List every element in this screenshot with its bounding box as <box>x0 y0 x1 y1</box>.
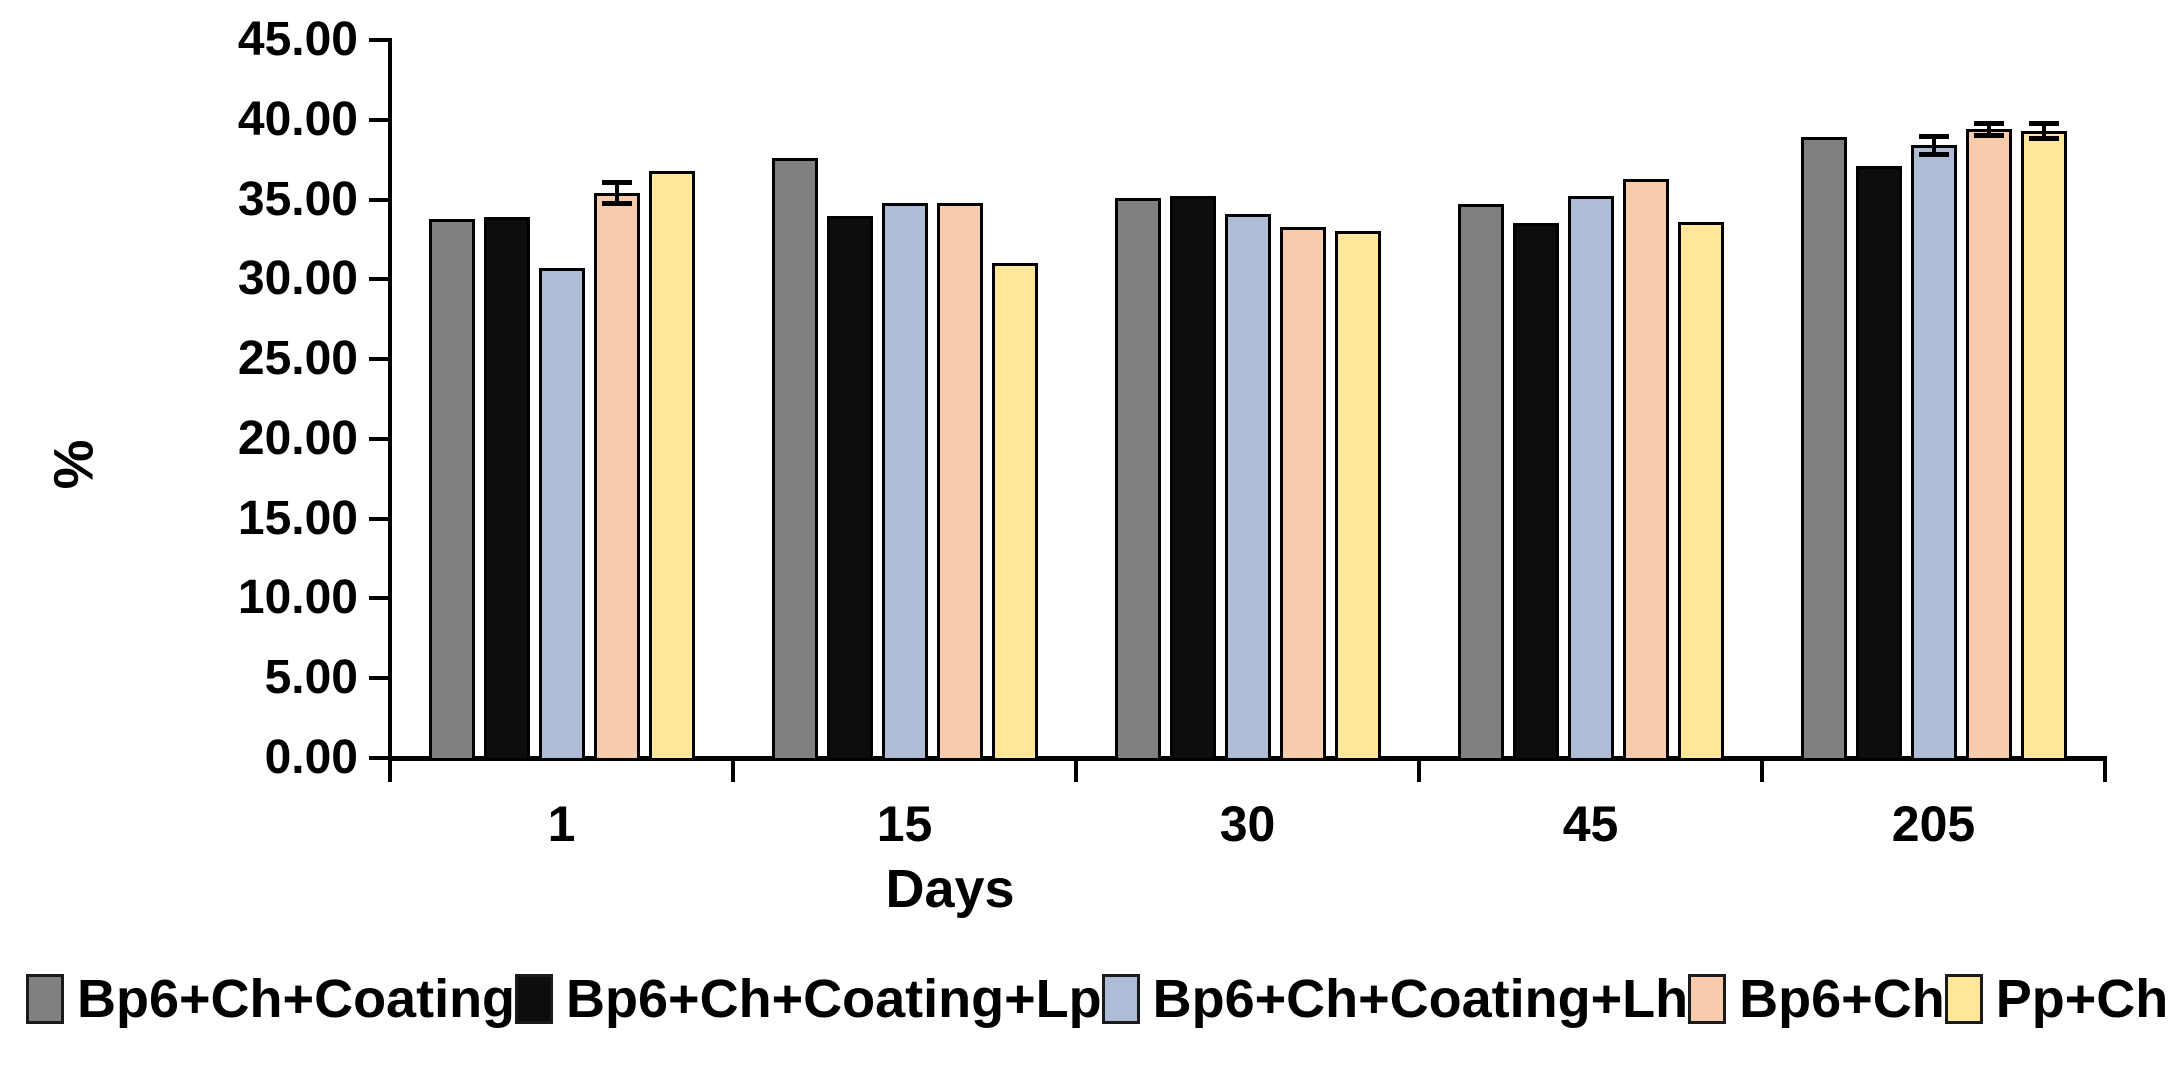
legend-item-bp6-ch: Bp6+Ch <box>1688 972 1945 1026</box>
y-tick-label: 30.00 <box>237 252 358 306</box>
x-tick-mark <box>1760 758 1764 782</box>
y-tick-label: 45.00 <box>237 13 358 66</box>
legend-label: Bp6+Ch <box>1739 969 1945 1029</box>
legend-swatch <box>1101 974 1140 1024</box>
error-bar <box>614 182 619 205</box>
y-tick-label: 5.00 <box>264 651 358 705</box>
x-axis-line <box>388 756 2107 761</box>
x-tick-mark <box>1417 758 1421 782</box>
x-category-label: 45 <box>1562 796 1619 852</box>
x-category-label: 30 <box>1219 796 1276 852</box>
error-bar-cap <box>2028 135 2059 141</box>
error-bar-cap <box>1973 120 2004 126</box>
legend-item-bp6-ch-coating-lp: Bp6+Ch+Coating+Lp <box>515 972 1102 1026</box>
legend-swatch <box>515 974 554 1024</box>
bar-bp6-ch-coating-lp-day-45 <box>1512 223 1559 758</box>
error-bar <box>1986 122 1991 136</box>
legend: Bp6+Ch+Coating Bp6+Ch+Coating+Lp Bp6+Ch+Co… <box>0 972 2168 1026</box>
legend-label: Pp+Ch <box>1995 969 2168 1029</box>
bar-bp6-ch-coating-day-45 <box>1457 204 1504 758</box>
y-tick-mark <box>369 756 389 760</box>
error-bar-cap <box>1918 151 1949 157</box>
x-category-label: 1 <box>547 796 576 852</box>
legend-item-bp6-ch-coating: Bp6+Ch+Coating <box>26 972 515 1026</box>
legend-swatch <box>1944 974 1983 1024</box>
bar-bp6-ch-coating-lh-day-205 <box>1910 145 1957 758</box>
bar-pp-ch-day-205 <box>2020 130 2067 758</box>
error-bar-cap <box>1918 133 1949 139</box>
x-tick-mark <box>1074 758 1078 782</box>
error-bar-cap <box>1973 132 2004 138</box>
error-bar <box>2041 122 2046 139</box>
bar-bp6-ch-day-45 <box>1622 178 1669 758</box>
legend-item-bp6-ch-coating-lh: Bp6+Ch+Coating+Lh <box>1101 969 1689 1029</box>
x-category-label: 15 <box>876 796 933 852</box>
y-tick-label: 20.00 <box>237 411 358 465</box>
bar-bp6-ch-coating-lh-day-15 <box>881 202 928 758</box>
y-tick-label: 25.00 <box>237 332 358 386</box>
error-bar-cap <box>601 201 632 207</box>
legend-swatch <box>1688 974 1727 1024</box>
bar-pp-ch-day-15 <box>991 263 1038 758</box>
y-tick-label: 15.00 <box>237 491 358 545</box>
y-tick-mark <box>369 197 389 202</box>
bar-bp6-ch-day-1 <box>593 193 640 758</box>
error-bar-cap <box>2028 120 2059 126</box>
bar-bp6-ch-day-205 <box>1965 129 2012 758</box>
bar-bp6-ch-coating-lp-day-15 <box>826 215 873 758</box>
bar-bp6-ch-coating-day-1 <box>428 218 475 758</box>
bar-bp6-ch-day-15 <box>936 202 983 758</box>
bar-pp-ch-day-45 <box>1677 221 1724 758</box>
y-tick-mark <box>369 596 389 601</box>
y-tick-label: 10.00 <box>237 571 358 625</box>
legend-swatch <box>26 974 64 1024</box>
bar-bp6-ch-coating-lp-day-1 <box>483 217 530 758</box>
bar-bp6-ch-coating-day-205 <box>1800 137 1847 758</box>
y-tick-label: 0.00 <box>264 731 358 784</box>
y-tick-mark <box>369 516 389 521</box>
x-category-label: 205 <box>1891 796 1976 852</box>
legend-item-pp-ch: Pp+Ch <box>1944 969 2168 1029</box>
y-tick-mark <box>369 117 389 122</box>
x-tick-mark <box>2103 758 2107 782</box>
y-axis-line <box>388 38 392 761</box>
y-tick-mark <box>369 676 389 681</box>
y-tick-mark <box>369 38 389 42</box>
legend-label: Bp6+Ch+Coating <box>77 969 516 1029</box>
x-tick-mark <box>731 758 735 782</box>
bar-bp6-ch-coating-lp-day-205 <box>1855 166 1902 758</box>
bar-bp6-ch-day-30 <box>1279 226 1326 758</box>
bar-bp6-ch-coating-lh-day-1 <box>538 268 585 758</box>
legend-label: Bp6+Ch+Coating+Lp <box>566 969 1102 1029</box>
bar-bp6-ch-coating-lp-day-30 <box>1169 196 1216 758</box>
x-tick-mark <box>388 758 392 782</box>
bar-pp-ch-day-1 <box>648 170 695 758</box>
y-tick-mark <box>369 436 389 441</box>
y-tick-mark <box>369 277 389 282</box>
bar-bp6-ch-coating-day-15 <box>771 158 818 758</box>
bar-pp-ch-day-30 <box>1334 231 1381 758</box>
error-bar-cap <box>601 180 632 185</box>
legend-label: Bp6+Ch+Coating+Lh <box>1152 969 1689 1029</box>
x-axis-title: Days <box>885 859 1015 919</box>
y-tick-label: 40.00 <box>237 92 358 146</box>
y-tick-label: 35.00 <box>237 172 358 226</box>
y-tick-mark <box>369 357 389 362</box>
bar-bp6-ch-coating-day-30 <box>1114 197 1161 758</box>
error-bar <box>1931 135 1936 155</box>
bar-bp6-ch-coating-lh-day-45 <box>1567 196 1614 758</box>
bar-bp6-ch-coating-lh-day-30 <box>1224 213 1271 758</box>
